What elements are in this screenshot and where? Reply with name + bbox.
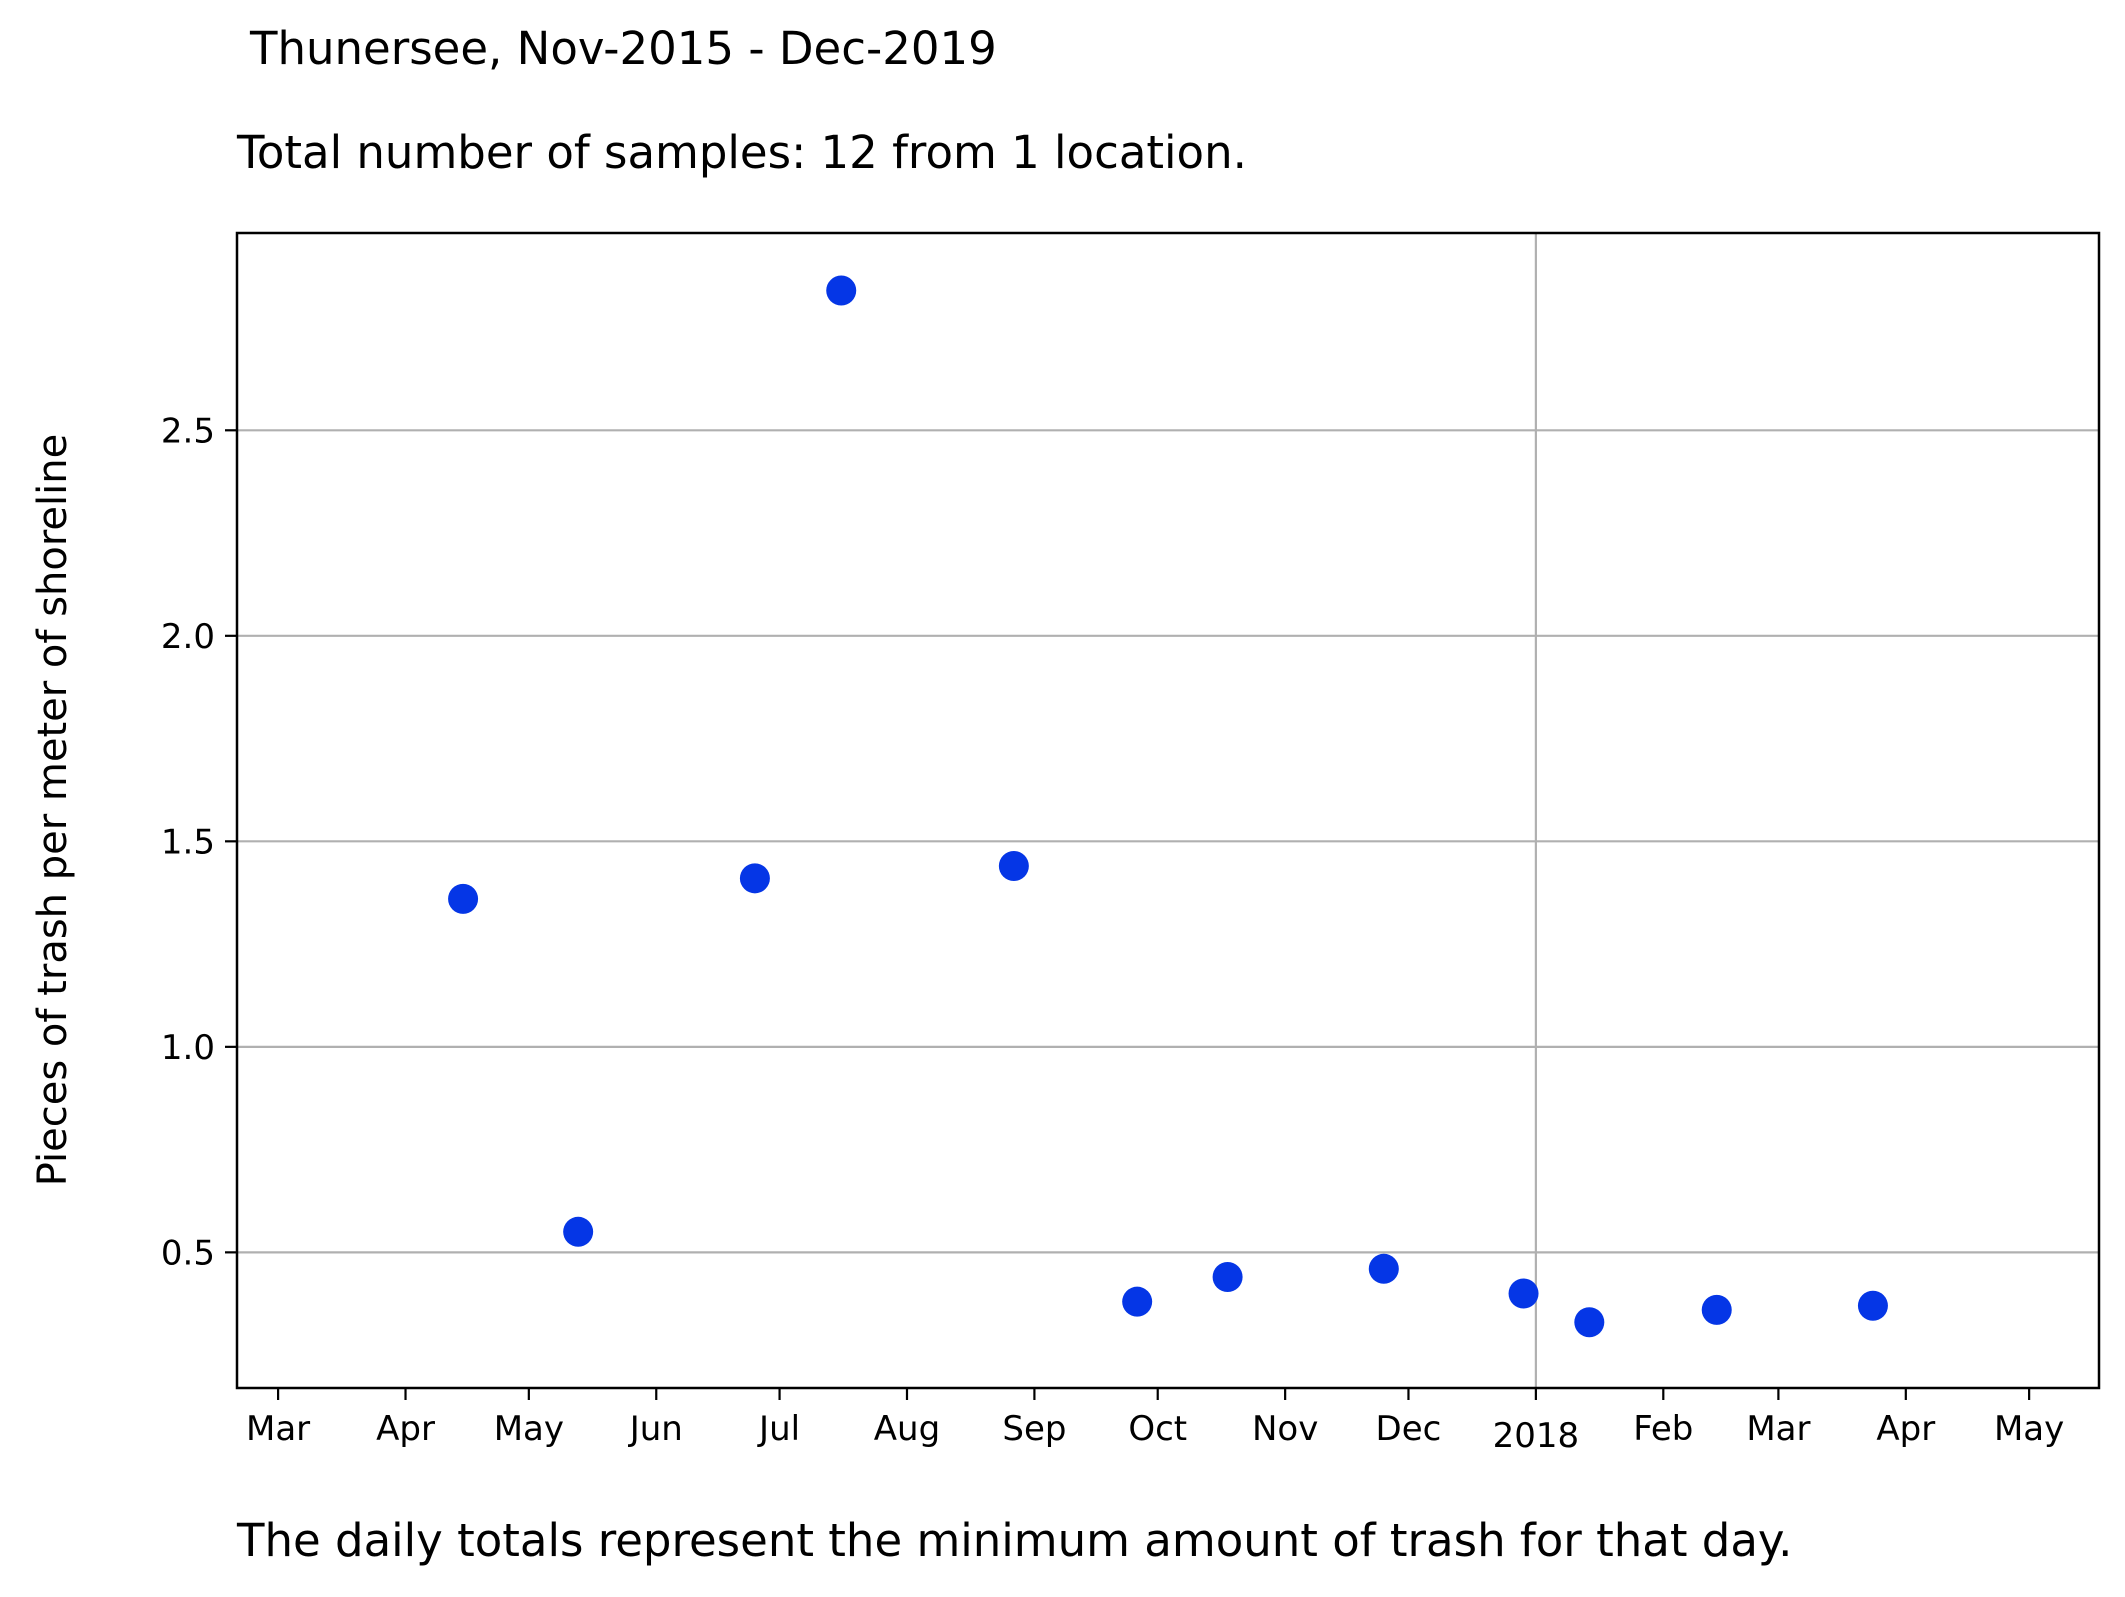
x-tick-label: Jun — [628, 1409, 683, 1449]
chart-footnote: The daily totals represent the minimum a… — [237, 1514, 1793, 1567]
y-tick-label: 0.5 — [161, 1233, 215, 1273]
y-axis-label: Pieces of trash per meter of shoreline — [30, 434, 76, 1186]
data-point — [1701, 1294, 1732, 1325]
data-point — [563, 1216, 594, 1247]
data-point — [1212, 1262, 1243, 1293]
y-tick-label: 1.0 — [161, 1028, 215, 1068]
y-tick-label: 1.5 — [161, 822, 215, 862]
x-tick-label: Oct — [1128, 1409, 1187, 1449]
x-tick-label: Feb — [1633, 1409, 1693, 1449]
data-point — [739, 863, 770, 894]
data-point — [1368, 1253, 1399, 1284]
y-axis: 0.5 1.0 1.5 2.0 2.5 — [161, 411, 237, 1273]
data-point — [1857, 1290, 1888, 1321]
x-tick-label: Apr — [1876, 1409, 1935, 1449]
x-tick-label: Mar — [1746, 1409, 1810, 1449]
x-tick-label: May — [494, 1409, 564, 1449]
data-point — [1508, 1278, 1539, 1309]
plot-area-frame — [235, 231, 2101, 1390]
x-tick-label: Mar — [246, 1409, 310, 1449]
y-tick-label: 2.0 — [161, 617, 215, 657]
x-tick-label: Dec — [1376, 1409, 1442, 1449]
chart-subtitle: Total number of samples: 12 from 1 locat… — [237, 126, 1247, 179]
y-tick-label: 2.5 — [161, 411, 215, 451]
data-point — [1574, 1307, 1605, 1338]
data-point — [448, 883, 479, 914]
chart-title: Thunersee, Nov-2015 - Dec-2019 — [250, 22, 997, 75]
data-point — [826, 275, 857, 306]
x-tick-label: Nov — [1252, 1409, 1318, 1449]
x-tick-label: Sep — [1002, 1409, 1066, 1449]
grid-lines — [237, 233, 2099, 1388]
x-tick-label: 2018 — [1493, 1416, 1580, 1456]
data-point — [1122, 1286, 1153, 1317]
x-tick-label: Aug — [874, 1409, 940, 1449]
x-axis: Mar Apr May Jun Jul Aug Sep Oct Nov Dec 2018 Feb Mar… — [246, 1388, 2064, 1456]
data-point — [998, 850, 1029, 881]
x-tick-label: May — [1994, 1409, 2064, 1449]
data-points — [448, 275, 1888, 1338]
x-tick-label: Apr — [376, 1409, 435, 1449]
x-tick-label: Jul — [757, 1409, 800, 1449]
